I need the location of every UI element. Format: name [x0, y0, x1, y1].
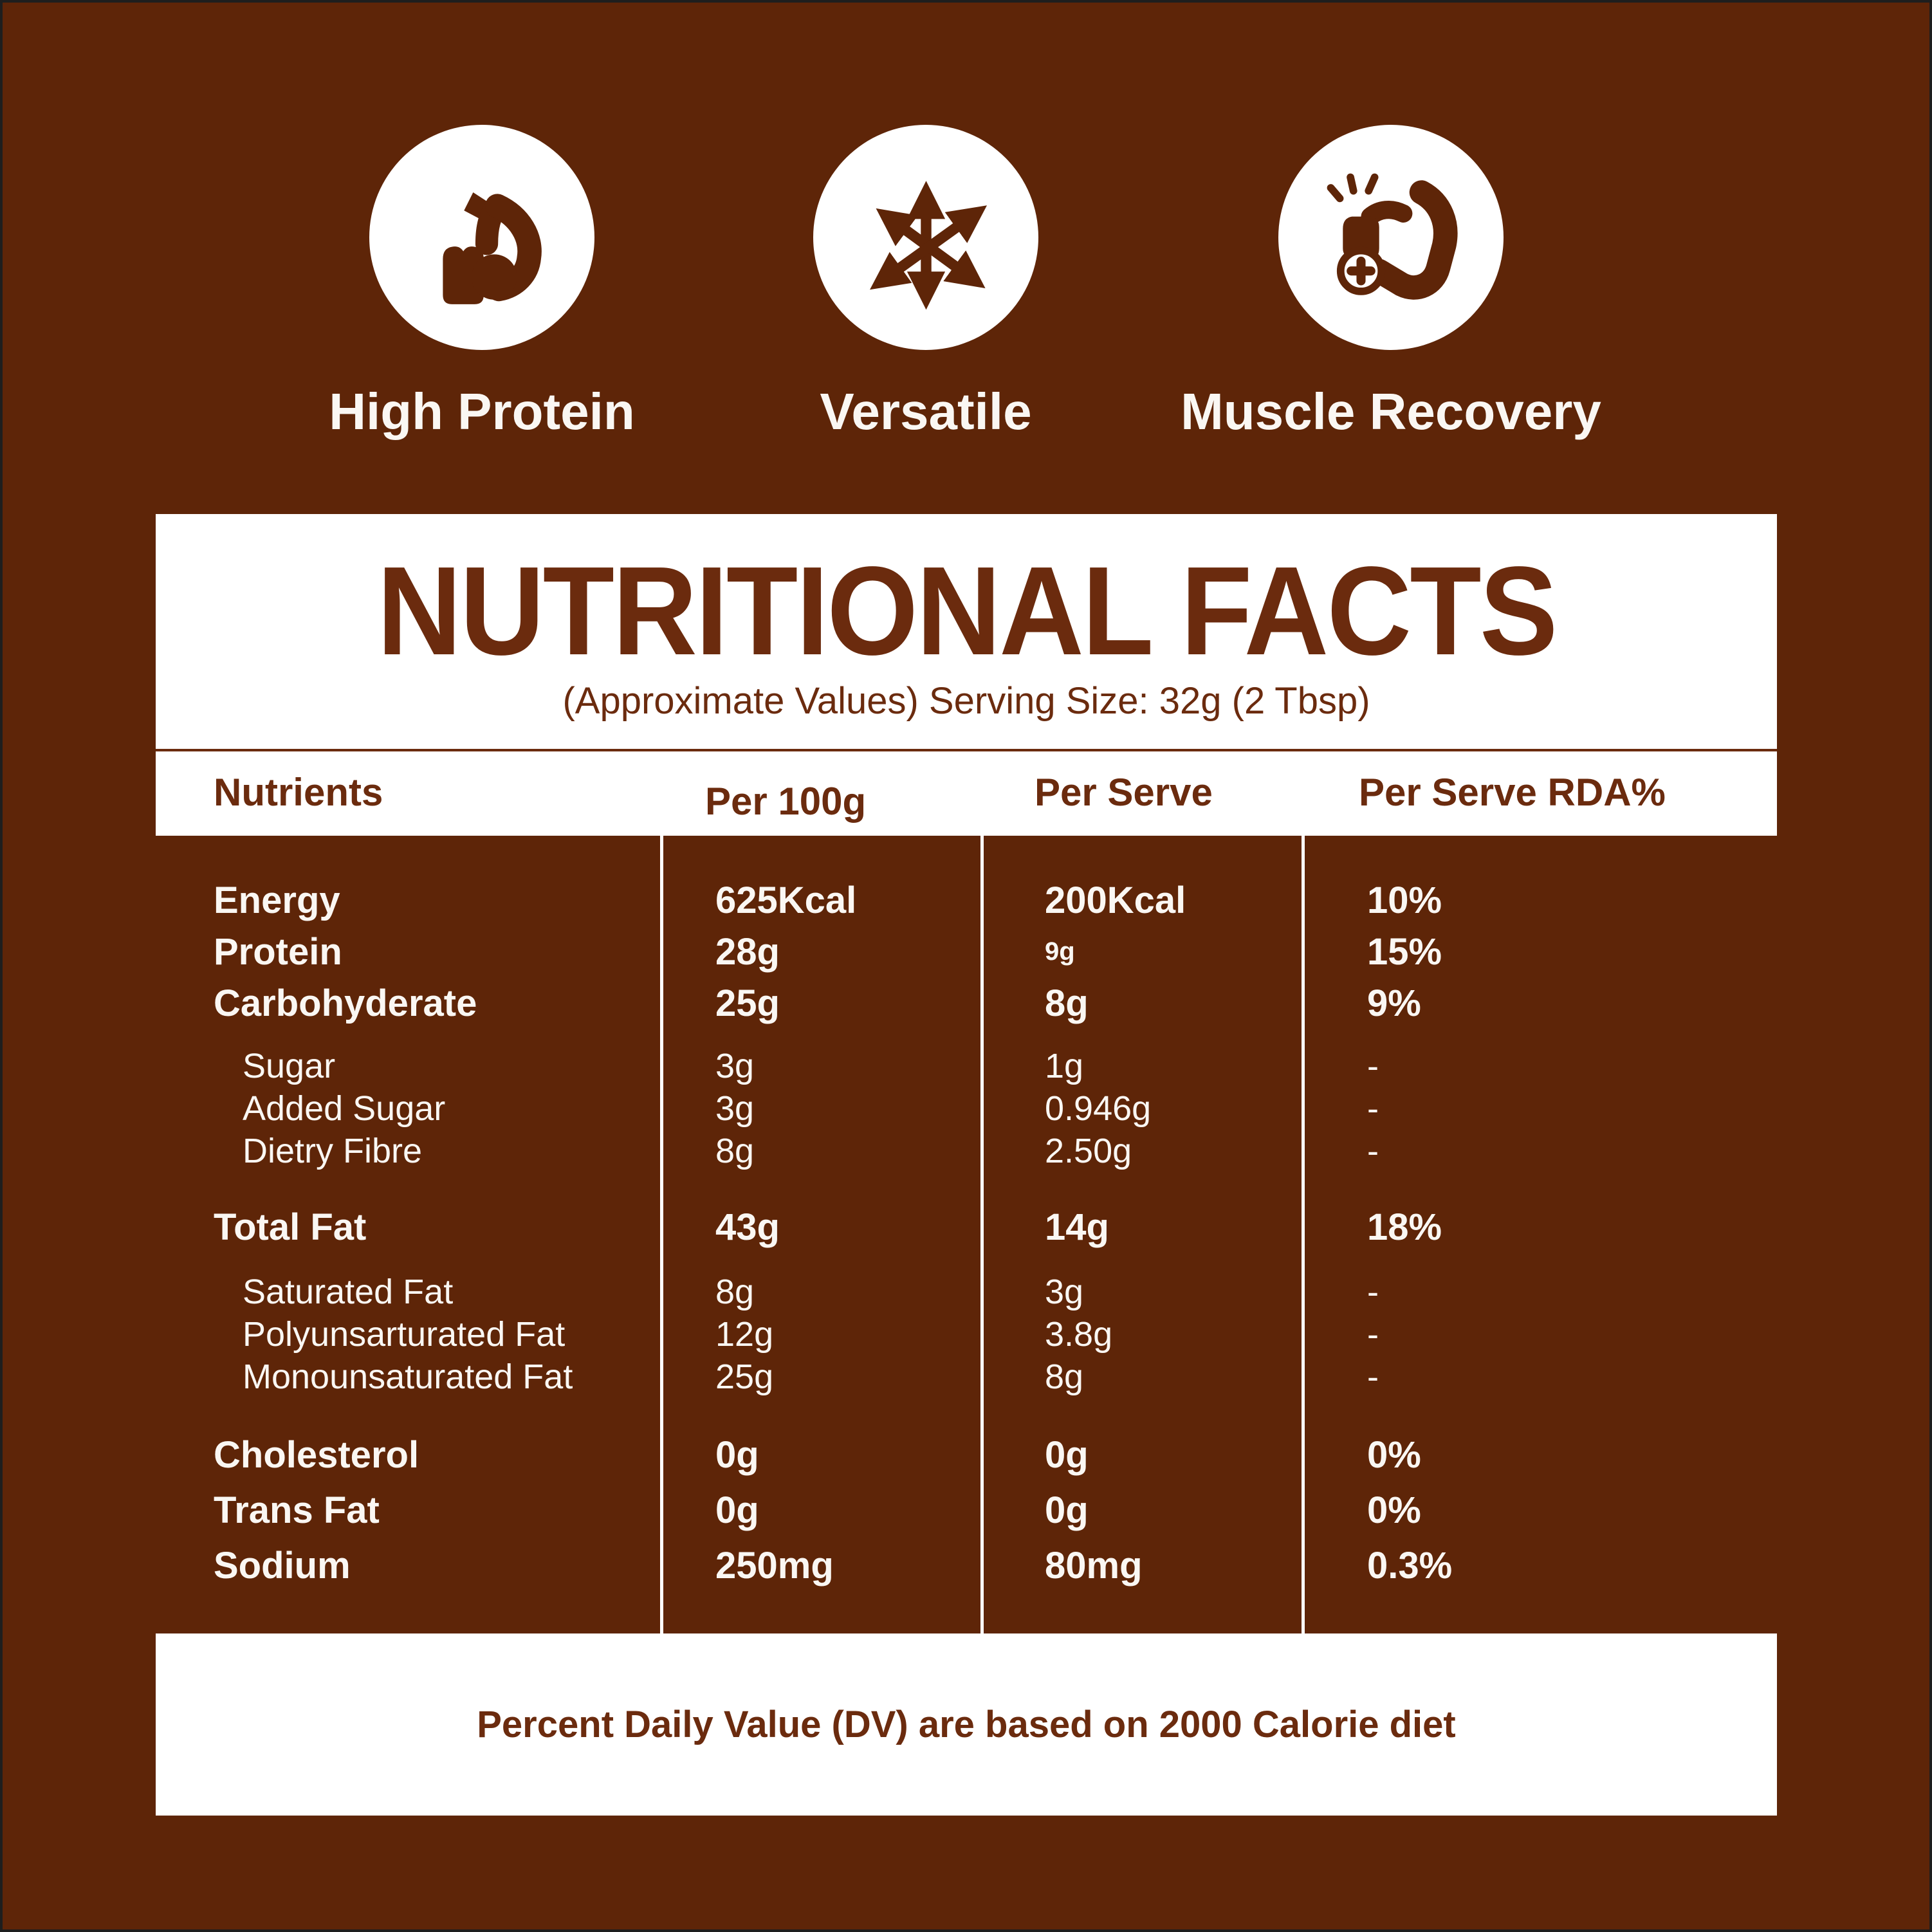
feature-circle — [369, 125, 594, 350]
bicep-icon — [442, 192, 542, 304]
column-divider — [980, 836, 984, 1633]
feature-circle — [813, 125, 1038, 350]
table-row-cholesterol: Cholesterol 0g 0g 0% — [214, 1433, 1421, 1476]
column-header-per-100g: Per 100g — [705, 779, 867, 823]
table-row-polyunsarturated-fat: Polyunsarturated Fat 12g 3.8g - — [243, 1315, 1379, 1354]
table-row-saturated-fat: Saturated Fat 8g 3g - — [243, 1273, 1379, 1311]
divider-line — [156, 749, 1777, 751]
column-divider — [660, 836, 663, 1633]
table-row-added-sugar: Added Sugar 3g 0.946g - — [243, 1089, 1379, 1128]
table-row-carbohyderate: Carbohyderate 25g 8g 9% — [214, 982, 1421, 1024]
feature-high-protein: High Protein — [257, 125, 707, 441]
table-row-protein: Protein 28g 9g 15% — [214, 930, 1442, 973]
column-header-nutrients: Nutrients — [214, 770, 383, 814]
table-row-sodium: Sodium 250mg 80mg 0.3% — [214, 1544, 1453, 1587]
table-row-total-fat: Total Fat 43g 14g 18% — [214, 1206, 1442, 1248]
table-row-sugar: Sugar 3g 1g - — [243, 1047, 1379, 1085]
panel-title: NUTRITIONAL FACTS — [376, 540, 1558, 681]
feature-muscle-recovery: Muscle Recovery — [1166, 125, 1616, 441]
column-divider — [1302, 836, 1305, 1633]
table-header-row: Nutrients Per 100g Per Serve Per Serve R… — [156, 751, 1777, 833]
feature-label: Versatile — [820, 383, 1032, 440]
table-row-energy: Energy 625Kcal 200Kcal 10% — [214, 879, 1442, 921]
feature-circle — [1278, 125, 1504, 350]
muscle-plus-icon — [1327, 173, 1458, 300]
multi-direction-arrows-icon — [869, 180, 987, 309]
column-header-per-serve: Per Serve — [1035, 770, 1213, 814]
table-row-monounsaturated-fat: Monounsaturated Fat 25g 8g - — [243, 1357, 1379, 1396]
nutrition-panel: NUTRITIONAL FACTS (Approximate Values) S… — [156, 514, 1777, 1816]
table-row-trans-fat: Trans Fat 0g 0g 0% — [214, 1489, 1421, 1531]
feature-label: Muscle Recovery — [1181, 383, 1601, 440]
table-row-dietry-fibre: Dietry Fibre 8g 2.50g - — [243, 1132, 1379, 1170]
serving-size-subtitle: (Approximate Values) Serving Size: 32g (… — [562, 680, 1370, 722]
feature-versatile: Versatile — [701, 125, 1151, 441]
daily-value-footnote: Percent Daily Value (DV) are based on 20… — [477, 1704, 1456, 1745]
feature-label: High Protein — [329, 383, 635, 440]
nutrition-table: Energy 625Kcal 200Kcal 10% Protein 28g 9… — [156, 836, 1777, 1633]
column-header-per-serve-rda: Per Serve RDA% — [1359, 770, 1666, 814]
